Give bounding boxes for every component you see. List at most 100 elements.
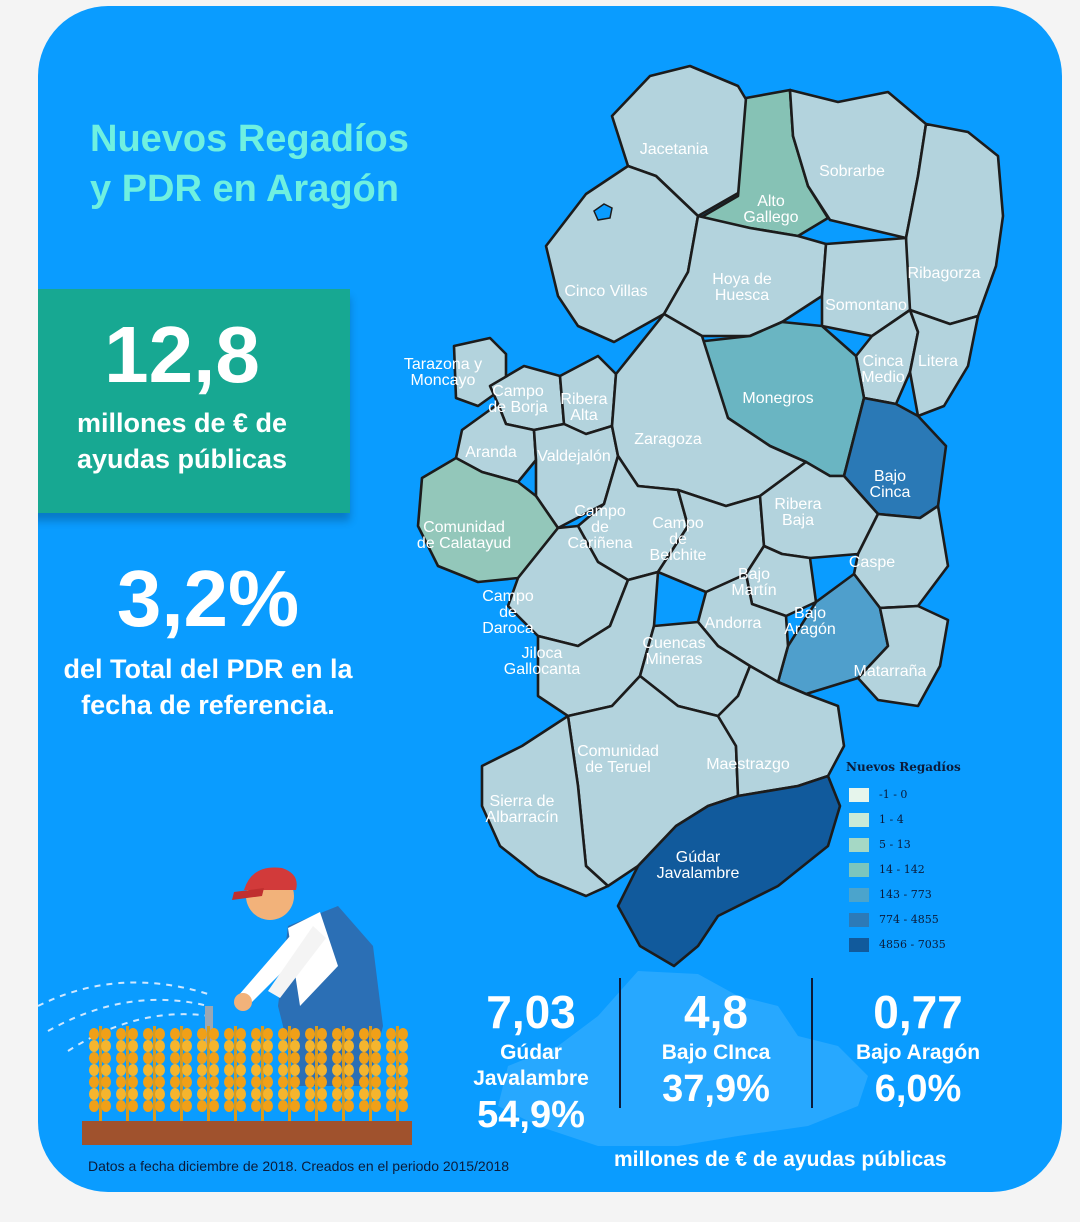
- region-label-line: Gúdar: [676, 849, 721, 866]
- soil: [82, 1121, 412, 1145]
- legend-item: 1 - 4: [846, 807, 1016, 832]
- water-arc-icon: [38, 981, 209, 1007]
- region-label-line: Jiloca: [522, 645, 563, 662]
- region-label-line: Comunidad: [577, 743, 659, 760]
- legend-swatch: [849, 787, 869, 802]
- region-label-line: Bajo: [874, 468, 906, 485]
- region-label-zaragoza: Zaragoza: [634, 431, 702, 448]
- region-label-line: Cuencas: [642, 635, 705, 652]
- farmer-cap-brim: [232, 888, 264, 900]
- region-label-line: Bajo: [738, 566, 770, 583]
- region-sierra-de-albarracin: [480, 714, 610, 898]
- legend-item: 143 - 773: [846, 882, 1016, 907]
- wheat-icon: [143, 1026, 165, 1126]
- region-label-line: Monegros: [742, 390, 813, 407]
- region-label-line: Mineras: [646, 651, 703, 668]
- legend-item: 774 - 4855: [846, 907, 1016, 932]
- farmer-shirt: [288, 912, 338, 1006]
- labels-layer: Jacetania Alto Gallego Sobrarbe Ribagorza Cin…: [404, 141, 981, 882]
- legend-swatch: [849, 887, 869, 902]
- region-label-sobrarbe: Sobrarbe: [819, 163, 885, 180]
- highlight-name: Bajo Aragón: [855, 1041, 981, 1064]
- region-label-line: Bajo: [794, 605, 826, 622]
- highlight-percent: 54,9%: [477, 1094, 585, 1136]
- wheat-icon: [278, 1026, 300, 1126]
- region-label-aranda: Aranda: [465, 444, 517, 461]
- region-label-line: Comunidad: [423, 519, 505, 536]
- highlight-value: 4,8: [684, 986, 748, 1038]
- wheat-icon: [305, 1026, 327, 1126]
- region-label-gudar-javalambre: Gúdar Javalambre: [657, 849, 740, 882]
- region-label-line: Gallocanta: [504, 661, 581, 678]
- region-label-line: Baja: [782, 512, 814, 529]
- region-label-sierra-de-albarracin: Sierra de Albarracín: [486, 793, 559, 826]
- region-label-campo-de-daroca: Campo de Daroca: [482, 588, 534, 637]
- region-label-monegros: Monegros: [742, 390, 813, 407]
- region-label-line: Jacetania: [640, 141, 709, 158]
- legend-label: 1 - 4: [879, 813, 904, 826]
- legend-label: 4856 - 7035: [879, 938, 946, 951]
- legend-label: 143 - 773: [879, 888, 932, 901]
- region-label-jiloca-gallocanta: Jiloca Gallocanta: [504, 645, 581, 678]
- legend-label: 14 - 142: [879, 863, 925, 876]
- region-label-line: de Teruel: [585, 759, 651, 776]
- region-gudar-javalambre: [616, 774, 842, 968]
- region-label-line: de: [591, 519, 609, 536]
- farmer-cap: [244, 867, 297, 890]
- region-label-ribera-alta: Ribera Alta: [560, 391, 607, 424]
- region-label-line: Javalambre: [657, 865, 740, 882]
- farmer-arm: [238, 936, 300, 1006]
- pdr-share: 3,2% del Total del PDR en la fecha de re…: [48, 551, 368, 723]
- region-label-line: Sobrarbe: [819, 163, 885, 180]
- region-label-line: Moncayo: [411, 372, 476, 389]
- wheat-icon: [251, 1026, 273, 1126]
- region-label-line: Cariñena: [568, 535, 633, 552]
- highlight-region: 0,77 Bajo Aragón 6,0%: [828, 984, 1008, 1112]
- region-label-valdejalon: Valdejalón: [537, 448, 611, 465]
- region-label-jacetania: Jacetania: [640, 141, 709, 158]
- region-label-bajo-aragon: Bajo Aragón: [784, 605, 836, 638]
- region-label-bajo-martin: Bajo Martín: [731, 566, 776, 599]
- pdr-share-caption: del Total del PDR en la fecha de referen…: [63, 654, 353, 720]
- region-label-line: de: [499, 604, 517, 621]
- region-litera: [908, 308, 980, 418]
- units-note: millones de € de ayudas públicas: [614, 1148, 947, 1171]
- legend-item: 4856 - 7035: [846, 932, 1016, 957]
- regions-layer: [416, 64, 1005, 968]
- legend-swatch: [849, 937, 869, 952]
- region-label-line: Litera: [918, 353, 958, 370]
- region-label-alto-gallego: Alto Gallego: [743, 193, 798, 226]
- map-reflection: [498, 971, 868, 1146]
- highlight-region: 7,03 Gúdar Javalambre 54,9%: [460, 984, 602, 1138]
- highlight-percent: 6,0%: [874, 1068, 962, 1110]
- highlight-divider: [619, 978, 621, 1108]
- region-label-line: Campo: [574, 503, 626, 520]
- region-label-bajo-cinca: Bajo Cinca: [870, 468, 911, 501]
- highlight-value: 0,77: [873, 986, 963, 1038]
- region-label-tarazona-y-moncayo: Tarazona y Moncayo: [404, 356, 482, 389]
- region-label-andorra: Andorra: [705, 615, 762, 632]
- region-label-comunidad-de-calatayud: Comunidad de Calatayud: [417, 519, 511, 552]
- wheat-icon: [197, 1026, 219, 1126]
- legend-swatch: [849, 812, 869, 827]
- region-label-comunidad-de-teruel: Comunidad de Teruel: [577, 743, 659, 776]
- region-label-hoya-de-huesca: Hoya de Huesca: [712, 271, 772, 304]
- highlight-percent: 37,9%: [662, 1068, 770, 1110]
- water-arc-icon: [47, 998, 209, 1032]
- legend-label: -1 - 0: [879, 788, 908, 801]
- legend-swatch: [849, 912, 869, 927]
- legend-item: 14 - 142: [846, 857, 1016, 882]
- region-label-line: Somontano: [825, 297, 907, 314]
- region-label-campo-de-carinena: Campo de Cariñena: [568, 503, 633, 552]
- region-label-line: Hoya de: [712, 271, 772, 288]
- highlight-name: Javalambre: [473, 1067, 589, 1090]
- legend-title: Nuevos Regadíos: [846, 760, 961, 774]
- region-label-cuencas-mineras: Cuencas Mineras: [642, 635, 705, 668]
- farmer-arm: [268, 926, 326, 998]
- region-label-line: Martín: [731, 582, 776, 599]
- infographic-card: Nuevos Regadíos y PDR en Aragón 12,8 mil…: [38, 6, 1062, 1192]
- region-label-line: Campo: [492, 383, 544, 400]
- region-label-line: Campo: [652, 515, 704, 532]
- region-label-cinco-villas: Cinco Villas: [564, 283, 647, 300]
- region-label-line: Ribera: [774, 496, 821, 513]
